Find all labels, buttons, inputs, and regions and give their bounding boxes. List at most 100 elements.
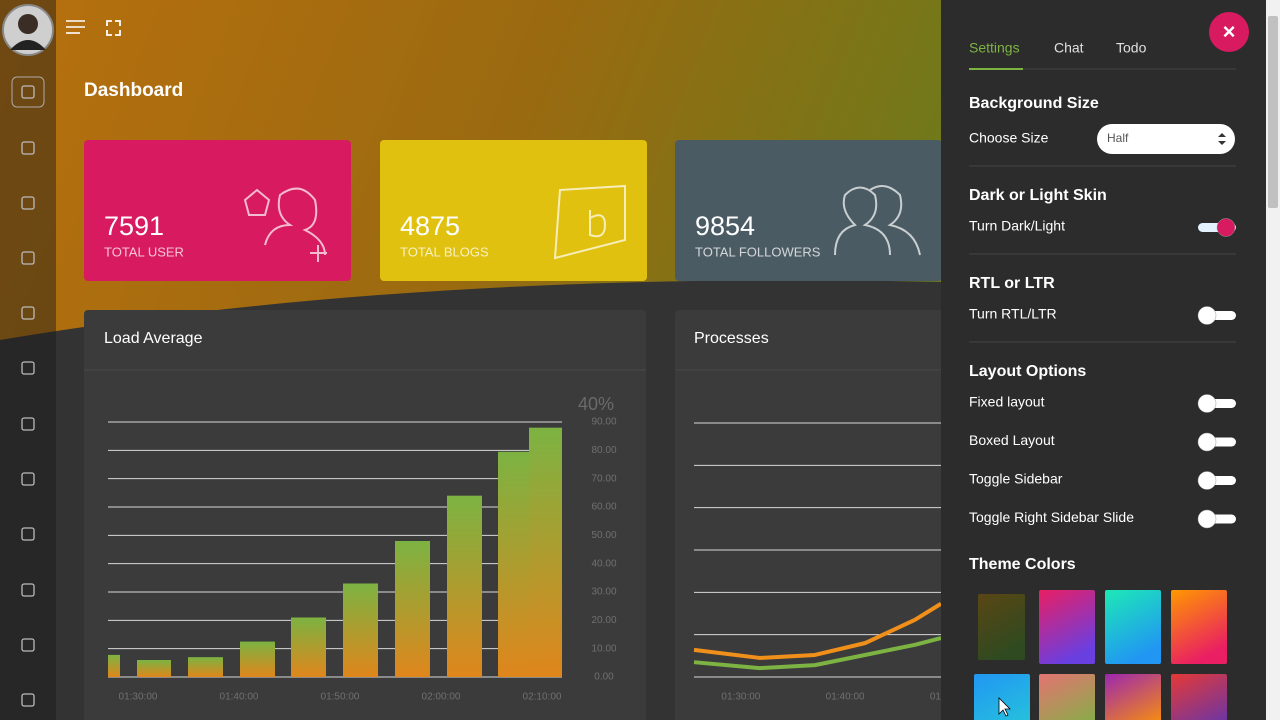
toggle-knob[interactable] <box>1197 471 1217 490</box>
setting-label: Fixed layout <box>969 394 1045 410</box>
y-tick-label: 90.00 <box>591 417 616 428</box>
y-tick-label: 80.00 <box>591 445 616 456</box>
y-tick-label: 40.00 <box>591 558 616 569</box>
page-title: Dashboard <box>84 80 183 101</box>
menu-toggle[interactable] <box>66 20 85 34</box>
x-tick-label: 02:00:00 <box>422 692 461 703</box>
menu-icon[interactable] <box>21 306 35 320</box>
stat-card <box>675 140 941 281</box>
card-icon <box>553 184 626 260</box>
menu-icon[interactable] <box>21 693 35 707</box>
bar <box>395 541 430 677</box>
select-value[interactable]: Half <box>1107 131 1129 145</box>
stat-label: TOTAL USER <box>104 244 184 259</box>
section-title: RTL or LTR <box>969 275 1055 292</box>
theme-swatch[interactable] <box>1105 674 1161 720</box>
avatar-body <box>10 40 46 50</box>
x-tick-label: 02:10:00 <box>523 692 562 703</box>
series-line <box>693 636 941 671</box>
y-tick-label: 0.00 <box>594 672 614 683</box>
section-title: Layout Options <box>969 363 1086 380</box>
y-tick-label: 50.00 <box>591 530 616 541</box>
menu-icon[interactable] <box>21 361 35 375</box>
chart-annotation: 40% <box>578 394 614 414</box>
x-tick-label: 01:50:00 <box>930 692 969 703</box>
setting-label: Turn RTL/LTR <box>969 306 1057 322</box>
menu-icon[interactable] <box>21 472 35 486</box>
x-tick-label: 01:40:00 <box>220 692 259 703</box>
close-button[interactable] <box>1209 12 1249 52</box>
stat-value: 4875 <box>400 211 460 241</box>
menu-icon[interactable] <box>21 583 35 597</box>
stat-cards: 7591 TOTAL USER 4875 TOTAL BLOGS 9854 TOTAL F… <box>84 140 941 281</box>
fullscreen-toggle[interactable] <box>106 20 121 36</box>
menu-icon[interactable] <box>21 85 35 99</box>
theme-swatch[interactable] <box>1105 590 1161 664</box>
theme-swatch[interactable] <box>1171 590 1227 664</box>
tab[interactable]: Todo <box>1116 40 1147 56</box>
setting-label: Boxed Layout <box>969 432 1055 448</box>
sidebar-menu <box>11 76 45 707</box>
menu-icon[interactable] <box>21 638 35 652</box>
setting-label: Choose Size <box>969 130 1049 146</box>
section-title: Background Size <box>969 95 1099 112</box>
toggle-knob[interactable] <box>1197 306 1217 325</box>
charts: 0.00 10.00 20.00 30.00 40.00 50.00 60.00 70.00 8… <box>108 417 969 703</box>
y-tick-label: 20.00 <box>591 615 616 626</box>
y-tick-label: 70.00 <box>591 473 616 484</box>
stat-label: TOTAL BLOGS <box>400 244 489 259</box>
scrollbar-thumb[interactable] <box>1268 16 1278 208</box>
avatar-head <box>18 14 38 34</box>
x-tick-label: 01:30:00 <box>119 692 158 703</box>
toggle-knob[interactable] <box>1197 394 1217 413</box>
stat-value: 9854 <box>695 211 755 241</box>
setting-label: Toggle Right Sidebar Slide <box>969 509 1134 525</box>
close-icon[interactable]: × <box>1223 19 1236 44</box>
bar <box>529 427 562 677</box>
card-icon <box>243 187 327 262</box>
setting-label: Turn Dark/Light <box>969 218 1065 234</box>
y-tick-label: 10.00 <box>591 643 616 654</box>
processes-panel <box>675 310 941 720</box>
toggle-knob[interactable] <box>1216 218 1236 237</box>
y-tick-label: 30.00 <box>591 587 616 598</box>
bar <box>498 451 530 677</box>
tab[interactable]: Chat <box>1054 40 1084 56</box>
select-arrows <box>1218 133 1226 145</box>
bar <box>240 641 275 677</box>
stat-card <box>380 140 647 281</box>
menu-icon[interactable] <box>21 417 35 431</box>
series-line <box>693 602 941 660</box>
menu-icon[interactable] <box>21 527 35 541</box>
theme-swatch[interactable] <box>978 594 1025 660</box>
x-tick-label: 01:50:00 <box>321 692 360 703</box>
menu-icon[interactable] <box>21 251 35 265</box>
stat-value: 7591 <box>104 211 164 241</box>
bar <box>108 654 120 677</box>
x-tick-label: 01:30:00 <box>721 692 760 703</box>
menu-icon[interactable] <box>21 141 35 155</box>
active-menu-frame <box>11 76 45 108</box>
theme-swatch[interactable] <box>1039 674 1095 720</box>
panel-title: Load Average <box>104 330 203 347</box>
line-chart: 01:30:00 01:40:00 01:50:00 <box>693 422 969 703</box>
panel-title: Processes <box>694 330 769 347</box>
select-box[interactable] <box>1097 124 1235 154</box>
theme-swatch[interactable] <box>1171 674 1227 720</box>
mouse-cursor <box>998 697 1011 717</box>
stat-card <box>84 140 351 281</box>
theme-swatch[interactable] <box>1039 590 1095 664</box>
menu-icon[interactable] <box>21 196 35 210</box>
bar <box>343 583 378 677</box>
toggle-knob[interactable] <box>1197 432 1217 452</box>
sidebar <box>0 0 56 720</box>
section-title: Dark or Light Skin <box>969 187 1107 204</box>
setting-label: Toggle Sidebar <box>969 471 1063 487</box>
tab[interactable]: Settings <box>969 40 1020 56</box>
settings-content: Settings Chat Todo Background Size Choose Si… <box>969 40 1236 720</box>
bar <box>137 660 171 677</box>
theme-swatch[interactable] <box>974 674 1030 720</box>
toggle-knob[interactable] <box>1197 509 1217 529</box>
